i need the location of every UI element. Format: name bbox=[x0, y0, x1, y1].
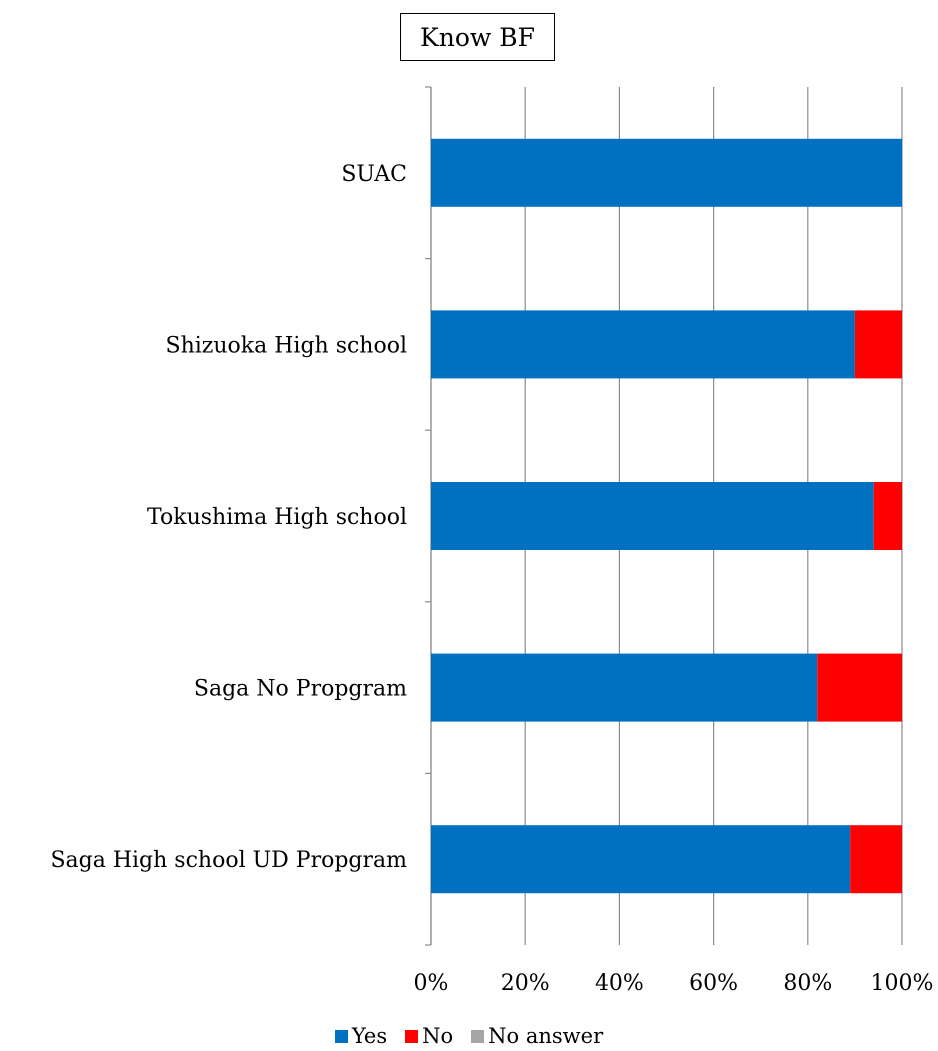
x-tick-label-3: 60% bbox=[689, 971, 738, 996]
legend-item-no-answer: No answer bbox=[471, 1024, 603, 1048]
category-label-1: Shizuoka High school bbox=[166, 333, 408, 358]
chart-plot: SUAC Shizuoka High school Tokushima High s… bbox=[50, 86, 934, 996]
bar-yes-1 bbox=[431, 310, 855, 379]
bar-yes-4 bbox=[431, 825, 851, 894]
bar-no-3 bbox=[817, 653, 902, 722]
bar-yes-0 bbox=[431, 138, 902, 207]
bar-no-4 bbox=[850, 825, 902, 894]
legend-swatch-yes bbox=[334, 1029, 348, 1043]
legend-label-no: No bbox=[422, 1024, 454, 1048]
category-label-4: Saga High school UD Propgram bbox=[50, 848, 407, 873]
x-tick-label-5: 100% bbox=[871, 971, 934, 996]
x-tick-label-1: 20% bbox=[501, 971, 550, 996]
bar-yes-3 bbox=[431, 653, 818, 722]
legend-item-no: No bbox=[405, 1024, 453, 1048]
category-label-3: Saga No Propgram bbox=[194, 677, 407, 702]
legend-label-yes: Yes bbox=[351, 1024, 388, 1048]
bar-yes-2 bbox=[431, 482, 874, 550]
category-label-0: SUAC bbox=[341, 162, 407, 187]
chart-title: Know BF bbox=[400, 13, 555, 61]
bar-no-1 bbox=[854, 310, 902, 379]
bar-no-2 bbox=[873, 482, 902, 550]
x-tick-label-2: 40% bbox=[595, 971, 644, 996]
x-tick-label-0: 0% bbox=[414, 971, 449, 996]
legend-item-yes: Yes bbox=[334, 1024, 388, 1048]
chart-legend: Yes No No answer bbox=[0, 1024, 938, 1048]
chart-title-text: Know BF bbox=[420, 22, 535, 52]
legend-label-no-answer: No answer bbox=[488, 1024, 604, 1048]
legend-swatch-no bbox=[405, 1029, 419, 1043]
x-tick-label-4: 80% bbox=[783, 971, 832, 996]
category-label-2: Tokushima High school bbox=[147, 505, 407, 530]
legend-swatch-no-answer bbox=[471, 1029, 485, 1043]
